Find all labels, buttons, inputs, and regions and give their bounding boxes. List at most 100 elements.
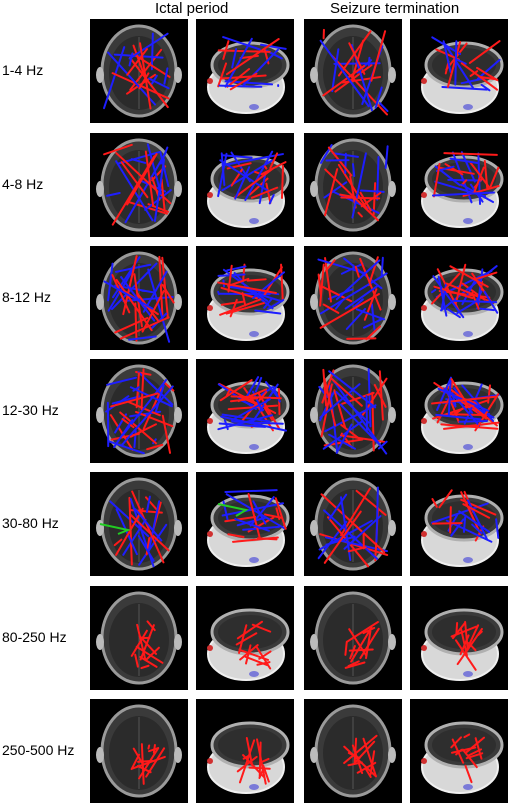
connectivity-line (436, 376, 452, 411)
connectivity-line (113, 419, 134, 449)
connectivity-line (221, 154, 253, 159)
connectivity-line (110, 392, 159, 408)
connectivity-line (254, 309, 282, 315)
connectivity-line (487, 384, 492, 404)
connectivity-line (248, 766, 271, 770)
connectivity-line (458, 419, 488, 423)
connectivity-line (479, 75, 498, 81)
connectivity-line (234, 518, 270, 532)
connectivity-line (231, 536, 279, 543)
connectivity-line (323, 509, 379, 560)
connectivity-line (376, 156, 380, 201)
connectivity-line (324, 257, 332, 303)
connectivity-line (359, 189, 385, 193)
connectivity-line (265, 182, 272, 204)
connectivity-line (111, 155, 156, 226)
connectivity-line (120, 276, 156, 322)
connectivity-line (474, 737, 483, 760)
connectivity-line (236, 516, 268, 527)
brain-3d-render-panel (196, 699, 294, 803)
connectivity-line (367, 368, 372, 428)
connectivity-line (103, 280, 154, 310)
connectivity-line (460, 151, 476, 183)
connectivity-line (264, 407, 274, 421)
connectivity-line (455, 748, 463, 756)
connectivity-line (337, 163, 369, 211)
connectivity-line (217, 290, 220, 296)
connectivity-line (474, 271, 498, 281)
connectivity-line (126, 48, 148, 76)
connectivity-line (335, 423, 353, 454)
connectivity-line (260, 757, 270, 763)
connectivity-line (450, 736, 463, 749)
connectivity-line (330, 54, 388, 116)
connectivity-line (359, 257, 382, 311)
connectivity-line (462, 503, 491, 519)
connectivity-line (256, 661, 271, 666)
connectivity-line (220, 74, 267, 80)
connectivity-line (347, 660, 360, 668)
connectivity-line (467, 499, 488, 540)
row-label: 1-4 Hz (2, 62, 44, 78)
connectivity-line (139, 624, 155, 661)
connectivity-line (461, 277, 478, 306)
connectivity-line (374, 86, 383, 109)
connectivity-line (274, 497, 287, 530)
brain-3d-render-panel (196, 133, 294, 237)
connectivity-line (225, 387, 232, 397)
connectivity-line (269, 152, 279, 170)
connectivity-line (224, 37, 253, 88)
connectivity-line (347, 761, 363, 767)
connectivity-line (467, 748, 483, 757)
connectivity-line (471, 523, 483, 535)
connectivity-line (140, 664, 150, 670)
connectivity-line (347, 546, 367, 553)
connectivity-line (323, 168, 339, 217)
connectivity-line (340, 496, 352, 562)
connectivity-line (351, 163, 356, 178)
connectivity-line (119, 378, 168, 439)
brain-axial-mri-panel (90, 133, 188, 237)
connectivity-line (153, 158, 166, 223)
connectivity-line (217, 152, 228, 198)
connectivity-line (454, 40, 458, 86)
connectivity-line (225, 302, 265, 315)
brain-axial-mri-panel (304, 246, 402, 350)
connectivity-line (146, 143, 162, 195)
connectivity-line (238, 624, 248, 654)
connectivity-line (432, 162, 441, 198)
connectivity-line (158, 255, 164, 318)
connectivity-line (462, 516, 467, 533)
connectivity-line (152, 743, 156, 754)
connectivity-line (324, 259, 336, 272)
connectivity-line (138, 523, 168, 566)
connectivity-line (250, 186, 279, 199)
connectivity-line (345, 307, 367, 331)
connectivity-line (339, 403, 382, 447)
connectivity-line (119, 316, 170, 340)
connectivity-line (357, 211, 363, 218)
connectivity-line (217, 281, 277, 295)
brain-3d-render-panel (410, 472, 508, 576)
connectivity-line (235, 632, 258, 646)
connectivity-line (147, 744, 151, 750)
connectivity-line (263, 297, 273, 309)
connectivity-line (446, 308, 461, 319)
column-header-seizure-termination: Seizure termination (330, 0, 460, 17)
connectivity-line (134, 302, 138, 342)
brain-3d-render-panel (410, 359, 508, 463)
connectivity-line (224, 515, 257, 523)
connectivity-line (335, 391, 370, 424)
connectivity-line (161, 256, 169, 319)
connectivity-line (260, 43, 287, 50)
connectivity-line (264, 513, 283, 519)
connectivity-line (370, 30, 387, 82)
brain-3d-render-panel (410, 19, 508, 123)
green-arrow-icon (217, 503, 249, 517)
connectivity-line (264, 381, 280, 400)
connectivity-line (460, 491, 482, 535)
connectivity-line (328, 493, 348, 520)
connectivity-line (320, 383, 333, 438)
connectivity-line (437, 275, 448, 317)
connectivity-line (365, 325, 382, 341)
